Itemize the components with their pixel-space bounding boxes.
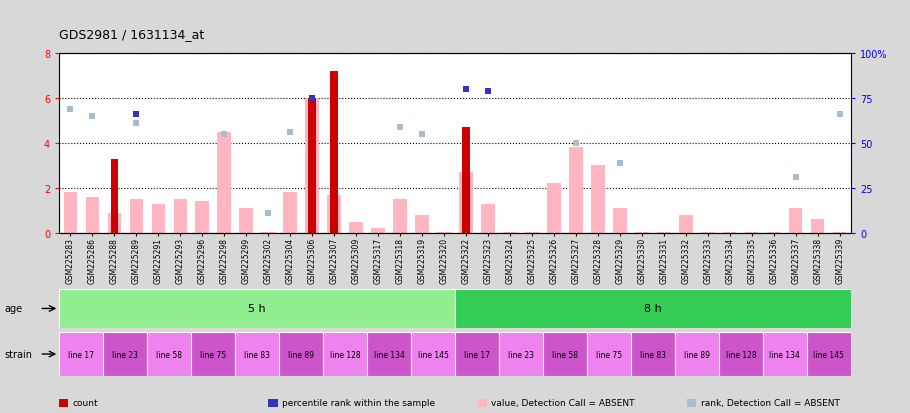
Bar [330, 72, 338, 233]
Bar [328, 195, 340, 233]
Bar [745, 232, 759, 233]
Text: line 17: line 17 [68, 350, 94, 358]
Text: line 128: line 128 [329, 350, 360, 358]
Bar [217, 132, 231, 233]
Text: line 23: line 23 [112, 350, 138, 358]
Text: line 17: line 17 [464, 350, 490, 358]
Text: line 83: line 83 [244, 350, 270, 358]
Text: line 134: line 134 [374, 350, 404, 358]
Text: line 145: line 145 [814, 350, 844, 358]
Text: line 83: line 83 [640, 350, 666, 358]
Bar [147, 332, 191, 376]
Bar [107, 213, 121, 233]
Bar [587, 332, 631, 376]
Text: value, Detection Call = ABSENT: value, Detection Call = ABSENT [491, 398, 635, 407]
Bar [235, 332, 279, 376]
Text: 5 h: 5 h [248, 304, 266, 314]
Text: 8 h: 8 h [644, 304, 662, 314]
Bar [411, 332, 455, 376]
Bar [812, 220, 824, 233]
Bar [592, 166, 604, 233]
Bar [481, 204, 495, 233]
Bar [807, 332, 851, 376]
Bar [64, 193, 76, 233]
Bar [191, 332, 235, 376]
Bar [613, 209, 627, 233]
Bar [462, 128, 470, 233]
Bar [371, 229, 385, 233]
Bar [349, 222, 362, 233]
Bar [103, 332, 147, 376]
Text: percentile rank within the sample: percentile rank within the sample [282, 398, 435, 407]
Bar [323, 332, 367, 376]
Bar [789, 209, 803, 233]
Bar [570, 148, 582, 233]
Bar [261, 232, 275, 233]
Text: rank, Detection Call = ABSENT: rank, Detection Call = ABSENT [701, 398, 840, 407]
Bar [657, 232, 671, 233]
Bar [59, 289, 455, 328]
Text: age: age [5, 304, 23, 314]
Bar [196, 202, 208, 233]
Text: line 75: line 75 [200, 350, 227, 358]
Bar [367, 332, 411, 376]
Bar [679, 216, 693, 233]
Bar [393, 199, 407, 233]
Bar [503, 232, 517, 233]
Bar [438, 232, 450, 233]
Bar [110, 159, 117, 233]
Text: line 89: line 89 [684, 350, 710, 358]
Bar [834, 232, 846, 233]
Bar [129, 199, 143, 233]
Text: GDS2981 / 1631134_at: GDS2981 / 1631134_at [59, 28, 205, 41]
Bar [151, 204, 165, 233]
Bar [59, 332, 103, 376]
Bar [635, 232, 649, 233]
Bar [239, 209, 253, 233]
Bar [455, 289, 851, 328]
Bar [719, 332, 763, 376]
Bar [702, 232, 714, 233]
Text: line 145: line 145 [418, 350, 449, 358]
Bar [455, 332, 499, 376]
Bar [284, 193, 297, 233]
Bar [675, 332, 719, 376]
Bar [279, 332, 323, 376]
Text: line 58: line 58 [552, 350, 578, 358]
Bar [415, 216, 429, 233]
Bar [763, 332, 807, 376]
Bar [631, 332, 675, 376]
Bar [308, 99, 316, 233]
Text: line 58: line 58 [157, 350, 182, 358]
Bar [86, 197, 98, 233]
Bar [548, 184, 561, 233]
Bar [174, 199, 187, 233]
Text: line 89: line 89 [288, 350, 314, 358]
Bar [767, 232, 781, 233]
Text: line 75: line 75 [596, 350, 622, 358]
Text: count: count [73, 398, 98, 407]
Bar [460, 173, 472, 233]
Text: line 134: line 134 [770, 350, 800, 358]
Bar [723, 232, 736, 233]
Bar [543, 332, 587, 376]
Bar [499, 332, 543, 376]
Bar [525, 232, 539, 233]
Bar [306, 99, 318, 233]
Text: line 23: line 23 [508, 350, 534, 358]
Text: strain: strain [5, 349, 33, 359]
Text: line 128: line 128 [725, 350, 756, 358]
